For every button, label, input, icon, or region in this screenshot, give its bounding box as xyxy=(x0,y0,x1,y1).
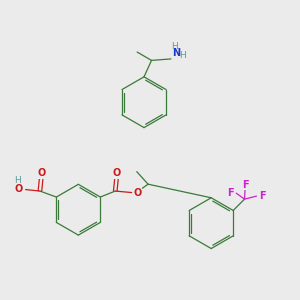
Text: F: F xyxy=(227,188,234,198)
Text: H: H xyxy=(179,51,186,60)
Text: F: F xyxy=(242,180,248,190)
Text: O: O xyxy=(37,168,46,178)
Text: F: F xyxy=(259,191,266,201)
Text: H: H xyxy=(14,176,21,185)
Text: H: H xyxy=(172,42,178,51)
Text: O: O xyxy=(112,168,121,178)
Text: O: O xyxy=(133,188,141,198)
Text: O: O xyxy=(15,184,23,194)
Text: N: N xyxy=(172,48,181,58)
